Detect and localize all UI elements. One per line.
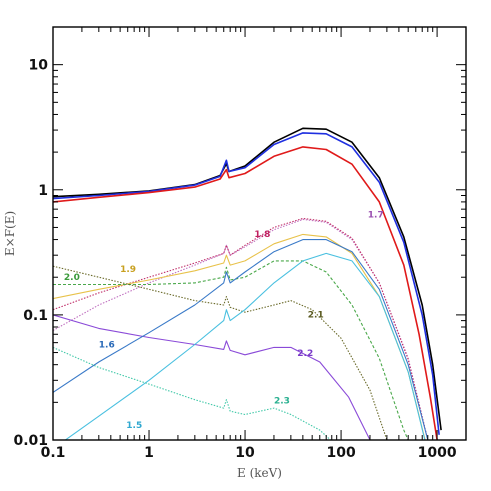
curve-label-1-7: 1.7 — [368, 211, 384, 221]
curve-labels: 1.7 1.8 1.9 2.0 2.1 2.2 1.6 1.5 2.3 — [64, 211, 384, 431]
series-line-2-0 — [53, 260, 409, 440]
y-tick-label: 0.01 — [13, 433, 48, 449]
y-tick-label: 1 — [38, 183, 48, 199]
series-line-total-2 — [53, 146, 438, 440]
curve-label-2-1: 2.1 — [308, 311, 324, 321]
curve-label-2-2: 2.2 — [297, 349, 313, 359]
plot-frame — [52, 26, 467, 441]
y-tick-label: 10 — [29, 58, 49, 74]
curves — [53, 127, 442, 440]
series-line-1-6 — [53, 239, 429, 440]
series-line-2-1 — [53, 265, 388, 440]
curve-label-1-5: 1.5 — [126, 421, 142, 431]
x-tick-label: 100 — [326, 445, 355, 461]
x-tick-label: 10 — [235, 445, 255, 461]
y-axis-label: E×F(E) — [3, 211, 17, 256]
curve-label-1-8: 1.8 — [254, 230, 270, 240]
series-line-1-9 — [53, 233, 426, 440]
y-tick-label: 0.1 — [23, 308, 48, 324]
curve-label-2-0: 2.0 — [64, 273, 80, 283]
x-tick-label: 1000 — [418, 445, 457, 461]
series-line-total-1 — [53, 132, 440, 435]
series-line-2-2 — [53, 314, 371, 440]
x-tick-label: 1 — [144, 445, 154, 461]
series-line-2-3 — [53, 346, 332, 440]
curve-label-1-6: 1.6 — [99, 340, 115, 350]
x-tick-label: 0.1 — [41, 445, 66, 461]
curve-label-1-9: 1.9 — [120, 265, 136, 275]
series-line-1-8 — [53, 217, 429, 440]
x-axis-label: E (keV) — [237, 466, 282, 480]
series-line-1-5 — [64, 252, 426, 440]
curve-label-2-3: 2.3 — [274, 397, 290, 407]
